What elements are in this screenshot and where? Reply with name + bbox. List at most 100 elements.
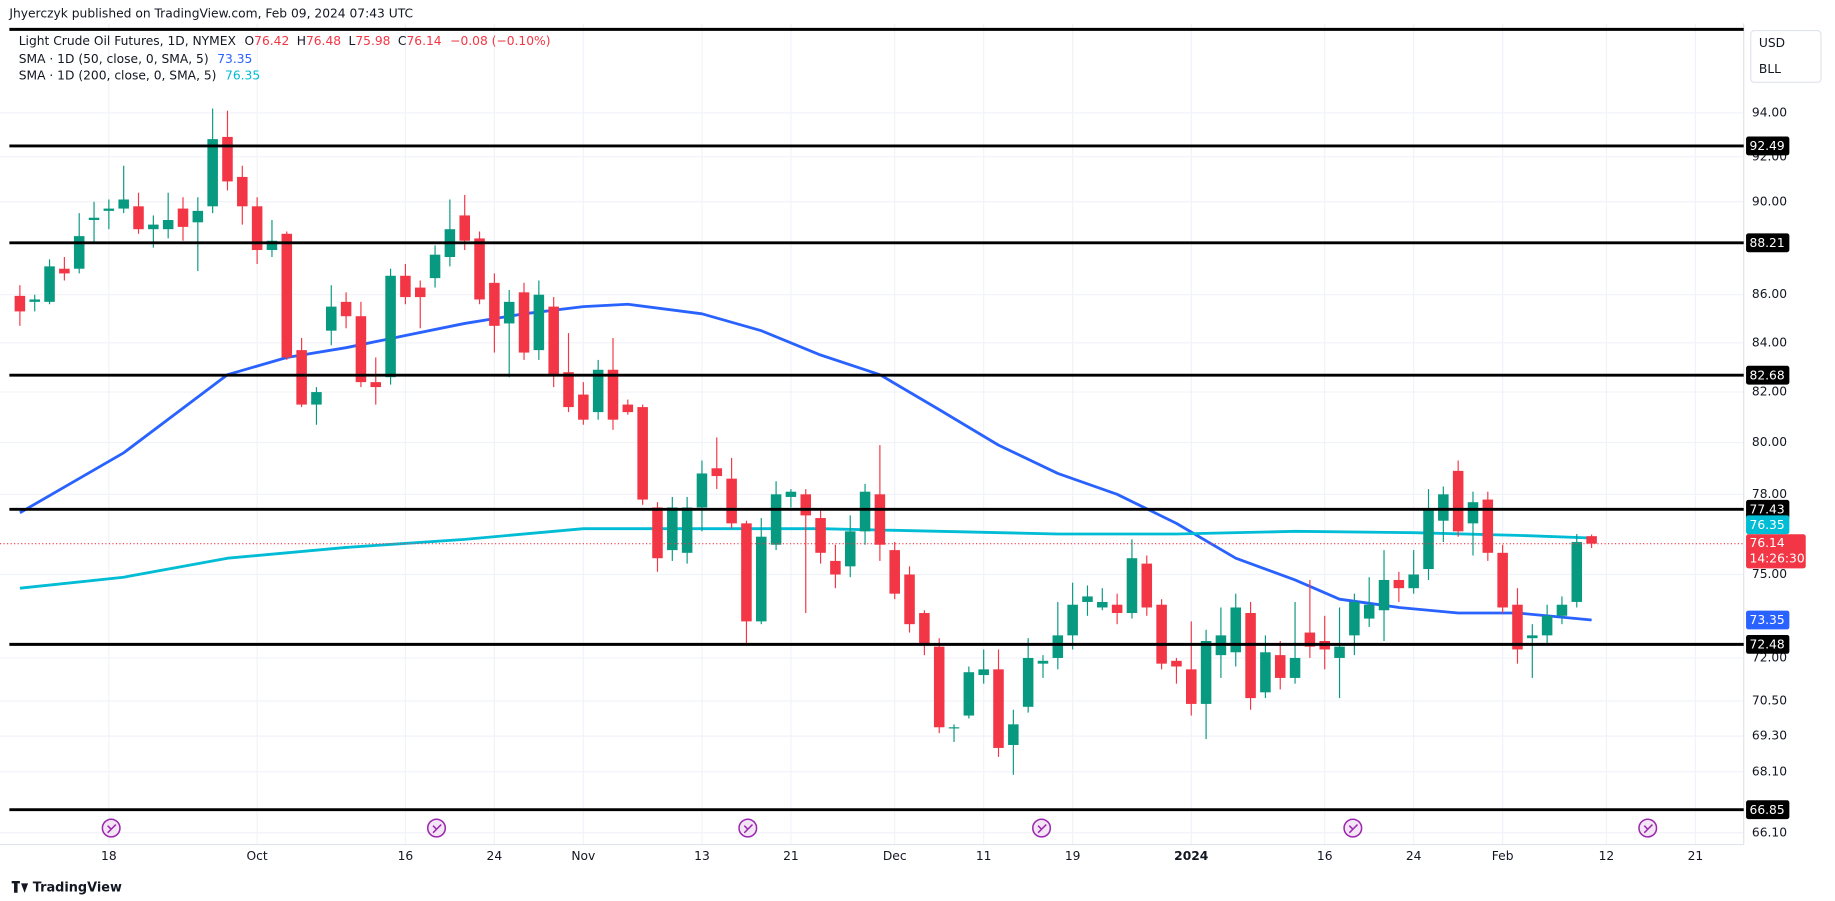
candle-body [1527, 635, 1538, 639]
candle-body [103, 208, 115, 211]
candle-body [622, 404, 634, 413]
candle-body [29, 299, 40, 302]
series-price-label: 73.35 [1750, 613, 1785, 627]
grid-layer [0, 23, 1744, 845]
candle-body [133, 206, 144, 230]
footer-logo [11, 881, 29, 893]
legend-sma50-name: SMA · 1D (50, close, 0, SMA, 5) [19, 51, 209, 65]
candle-body [933, 646, 945, 728]
series-price-box [1746, 515, 1790, 535]
candle-body [1082, 596, 1093, 602]
candle-body [118, 199, 129, 209]
y-tick-label: 94.00 [1752, 105, 1787, 119]
candle-body [1230, 607, 1242, 653]
candle-body [1141, 563, 1153, 608]
axis-layer: 94.0092.0090.0086.0084.0082.0080.0078.00… [101, 105, 1806, 863]
y-tick-label: 69.30 [1752, 729, 1787, 743]
x-tick-label: 24 [1406, 849, 1422, 863]
candle-body [518, 292, 530, 353]
candle-body [1304, 632, 1316, 647]
legend-title: Light Crude Oil Futures, 1D, NYMEX [19, 34, 237, 48]
legend-low: 75.98 [355, 34, 390, 48]
candle-body [696, 473, 708, 508]
candle-body [222, 136, 233, 182]
close-price-box [1746, 534, 1806, 569]
candle-body [592, 369, 604, 413]
candle-body [414, 287, 426, 298]
legend-open: 76.42 [254, 34, 289, 48]
candle-body [1378, 579, 1390, 611]
candle-body [474, 238, 485, 300]
candle-body [192, 210, 204, 223]
candle-body [281, 233, 293, 358]
x-tick-label: Dec [883, 849, 907, 863]
legend-h-label: H [297, 34, 306, 48]
candle-body [503, 301, 515, 324]
candle-body [1111, 604, 1123, 614]
candle-body [919, 613, 930, 644]
x-tick-label: 16 [1317, 849, 1333, 863]
candle-body [311, 392, 322, 405]
y-tick-label: 86.00 [1752, 287, 1787, 301]
candle-body [1452, 470, 1464, 532]
candle-body [1156, 604, 1167, 664]
event-icon[interactable] [101, 818, 121, 838]
candle-body [326, 306, 337, 331]
legend-sma200-name: SMA · 1D (200, close, 0, SMA, 5) [19, 68, 217, 82]
candle-body [59, 268, 70, 274]
candle-body [370, 382, 382, 388]
candle-body [652, 507, 663, 559]
currency: USD [1759, 36, 1785, 50]
event-icon[interactable] [1638, 818, 1658, 838]
candle-body [548, 306, 559, 375]
candle-body [1260, 652, 1271, 693]
event-icon[interactable] [426, 818, 447, 838]
candle-body [1482, 499, 1494, 553]
y-tick-label: 82.00 [1752, 385, 1787, 399]
y-tick-label: 90.00 [1752, 194, 1787, 208]
y-tick-label: 80.00 [1752, 435, 1787, 449]
candle-body [1126, 558, 1138, 614]
candle-body [1408, 574, 1419, 589]
candle-body [251, 206, 263, 251]
candle-body [726, 478, 737, 524]
y-tick-label: 84.00 [1752, 335, 1787, 349]
event-icons [101, 818, 1658, 838]
candle-body [237, 176, 248, 207]
candle-body [963, 672, 975, 716]
level-label: 82.68 [1750, 368, 1785, 382]
level-label-box [1746, 233, 1790, 253]
event-icon[interactable] [738, 818, 758, 838]
x-tick-label: 2024 [1174, 849, 1208, 863]
level-label-box [1746, 800, 1790, 820]
candle-body [1556, 604, 1568, 616]
event-icon[interactable] [1032, 818, 1052, 838]
candle-body [785, 491, 797, 497]
candle-body [711, 468, 723, 477]
currency-box[interactable] [1750, 29, 1822, 83]
candle-body [770, 494, 782, 545]
unit: BLL [1759, 62, 1781, 76]
candle-body [815, 518, 826, 553]
candle-layer [14, 108, 1597, 775]
level-label: 92.49 [1750, 139, 1785, 153]
x-tick-label: Oct [247, 849, 268, 863]
series-price-box [1746, 610, 1790, 630]
candle-body [1037, 660, 1049, 664]
candle-body [489, 282, 500, 326]
event-icon[interactable] [1343, 818, 1363, 838]
legend-sma50: SMA · 1D (50, close, 0, SMA, 5) 73.35 [19, 51, 253, 65]
candle-body [1423, 510, 1434, 570]
candle-body [1363, 604, 1375, 619]
legend-high: 76.48 [306, 34, 341, 48]
x-tick-label: 24 [487, 849, 503, 863]
candle-body [993, 669, 1004, 748]
candle-body [756, 536, 767, 622]
candle-body [948, 727, 960, 729]
candle-body [385, 275, 396, 378]
candle-body [296, 350, 307, 405]
candle-body [162, 220, 174, 230]
legend-l-label: L [349, 34, 356, 48]
